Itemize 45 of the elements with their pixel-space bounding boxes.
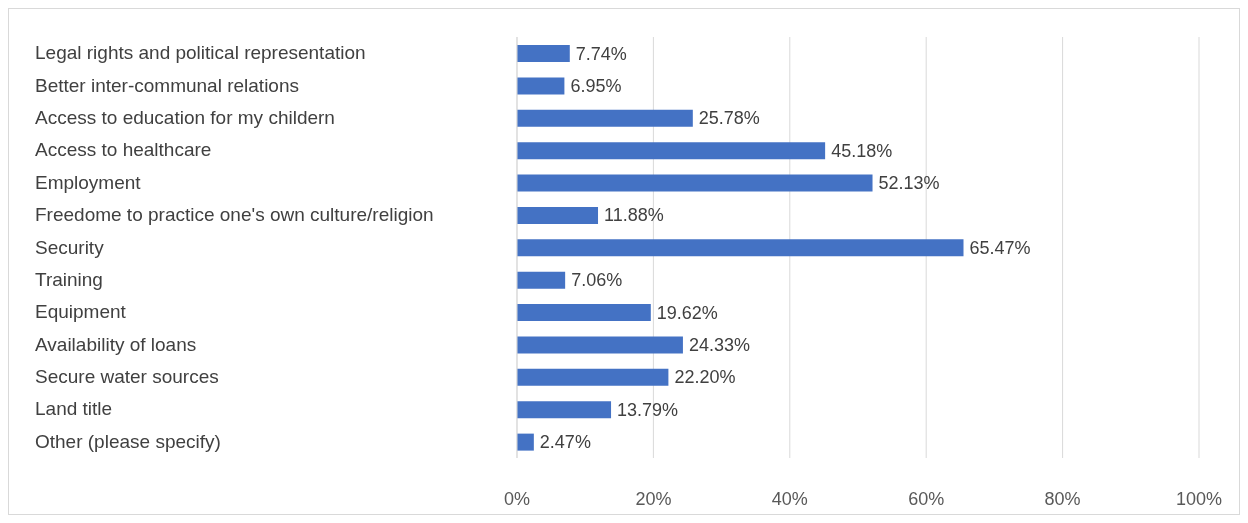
y-tick-label: Freedome to practice one's own culture/religion — [35, 204, 434, 226]
data-label: 52.13% — [878, 173, 940, 194]
bar — [517, 109, 693, 127]
data-label: 22.20% — [674, 367, 736, 388]
y-tick-label: Better inter-communal relations — [35, 74, 299, 96]
y-tick-label: Security — [35, 236, 105, 258]
bar — [517, 304, 651, 322]
data-label: 7.74% — [575, 43, 627, 64]
bar — [517, 174, 873, 192]
y-tick-label: Legal rights and political representation — [35, 42, 366, 64]
x-tick-label: 20% — [635, 488, 672, 509]
data-label: 65.47% — [969, 237, 1031, 258]
bar — [517, 433, 534, 451]
x-tick-label: 0% — [503, 488, 531, 509]
data-label: 7.06% — [571, 270, 623, 291]
y-tick-label: Secure water sources — [35, 366, 219, 388]
y-tick-label: Other (please specify) — [35, 430, 221, 452]
x-tick-label: 80% — [1044, 488, 1081, 509]
x-tick-label: 100% — [1175, 488, 1223, 509]
y-tick-label: Training — [35, 268, 103, 290]
data-label: 6.95% — [570, 75, 622, 96]
bar — [517, 77, 565, 95]
bar — [517, 239, 964, 257]
bar — [517, 336, 683, 354]
data-label: 24.33% — [688, 334, 750, 355]
bar — [517, 142, 826, 160]
data-label: 11.88% — [604, 205, 664, 226]
bar — [517, 368, 669, 386]
data-label: 19.62% — [656, 302, 718, 323]
y-tick-label: Access to healthcare — [35, 139, 212, 161]
x-tick-label: 60% — [908, 488, 945, 509]
data-label: 25.78% — [698, 108, 760, 129]
data-label: 13.79% — [617, 399, 679, 420]
x-tick-label: 40% — [771, 488, 808, 509]
bar — [517, 401, 612, 419]
y-tick-label: Equipment — [35, 301, 127, 323]
y-tick-label: Employment — [35, 171, 142, 193]
data-label: 45.18% — [831, 140, 893, 161]
bar — [517, 206, 599, 224]
y-tick-label: Land title — [35, 398, 113, 420]
y-tick-label: Access to education for my childern — [35, 106, 335, 128]
y-tick-label: Availability of loans — [35, 333, 197, 355]
bar — [517, 45, 570, 62]
data-label: 2.47% — [539, 432, 591, 453]
bar — [517, 271, 566, 289]
